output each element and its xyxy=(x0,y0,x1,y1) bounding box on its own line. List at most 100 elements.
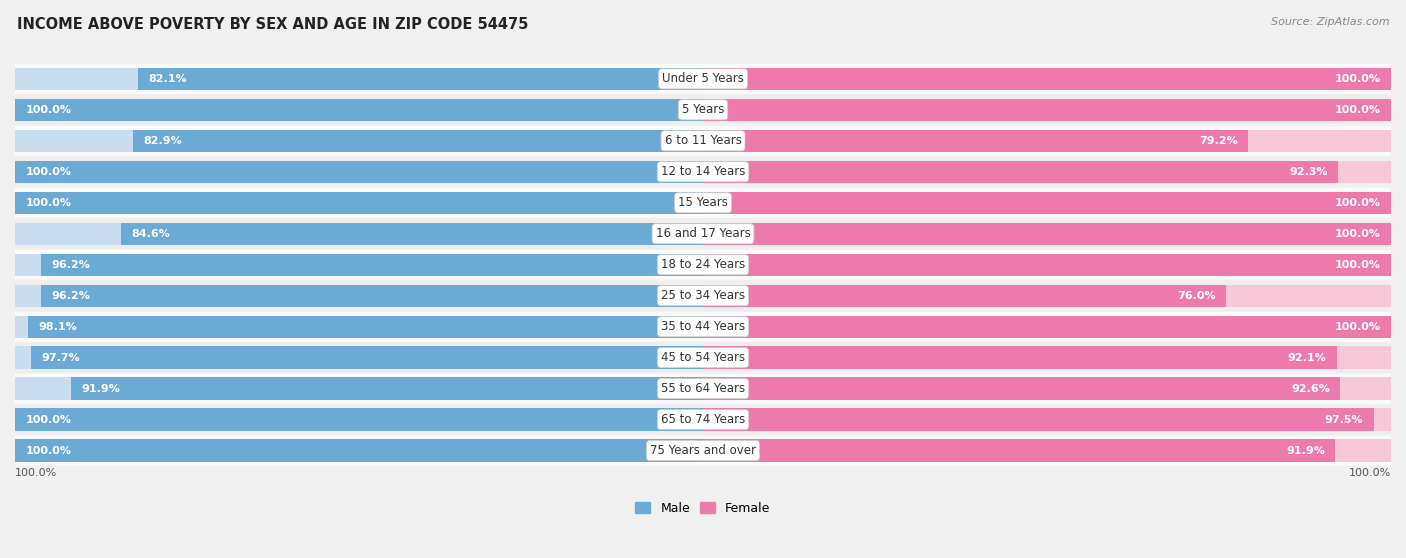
Bar xyxy=(15,315,703,338)
Text: 45 to 54 Years: 45 to 54 Years xyxy=(661,351,745,364)
Bar xyxy=(703,223,1391,245)
Bar xyxy=(703,440,1336,461)
Bar xyxy=(703,408,1374,431)
Text: 100.0%: 100.0% xyxy=(1348,468,1391,478)
FancyBboxPatch shape xyxy=(15,312,1391,341)
Bar xyxy=(28,315,703,338)
Bar xyxy=(703,223,1391,245)
Bar xyxy=(15,191,703,214)
Bar xyxy=(132,129,703,152)
Text: 100.0%: 100.0% xyxy=(1334,229,1381,239)
Bar xyxy=(703,253,1391,276)
Bar xyxy=(15,68,703,90)
Bar xyxy=(703,347,1337,369)
FancyBboxPatch shape xyxy=(15,250,1391,280)
Text: 25 to 34 Years: 25 to 34 Years xyxy=(661,289,745,302)
Bar xyxy=(138,68,703,90)
Bar xyxy=(703,408,1391,431)
Text: 96.2%: 96.2% xyxy=(52,291,90,301)
Text: 35 to 44 Years: 35 to 44 Years xyxy=(661,320,745,333)
Text: 100.0%: 100.0% xyxy=(25,198,72,208)
Bar xyxy=(15,253,703,276)
Bar xyxy=(703,191,1391,214)
Text: 12 to 14 Years: 12 to 14 Years xyxy=(661,165,745,178)
Bar xyxy=(703,347,1391,369)
Text: 100.0%: 100.0% xyxy=(15,468,58,478)
Text: 100.0%: 100.0% xyxy=(1334,74,1381,84)
Bar xyxy=(703,253,1391,276)
Bar xyxy=(15,191,703,214)
Bar xyxy=(15,129,703,152)
Bar xyxy=(703,68,1391,90)
FancyBboxPatch shape xyxy=(15,219,1391,249)
Bar xyxy=(15,408,703,431)
FancyBboxPatch shape xyxy=(15,157,1391,186)
FancyBboxPatch shape xyxy=(15,343,1391,373)
Text: 92.6%: 92.6% xyxy=(1291,384,1330,393)
Bar xyxy=(703,161,1339,183)
Text: 97.5%: 97.5% xyxy=(1324,415,1364,425)
Text: Under 5 Years: Under 5 Years xyxy=(662,73,744,85)
Bar xyxy=(15,161,703,183)
Bar xyxy=(15,99,703,121)
Bar xyxy=(703,129,1391,152)
FancyBboxPatch shape xyxy=(15,374,1391,403)
Bar xyxy=(703,99,1391,121)
Bar xyxy=(15,99,703,121)
Bar xyxy=(703,68,1391,90)
Text: 79.2%: 79.2% xyxy=(1199,136,1237,146)
Text: 18 to 24 Years: 18 to 24 Years xyxy=(661,258,745,271)
FancyBboxPatch shape xyxy=(15,188,1391,218)
Text: Source: ZipAtlas.com: Source: ZipAtlas.com xyxy=(1271,17,1389,27)
Text: 100.0%: 100.0% xyxy=(25,446,72,455)
Bar xyxy=(703,99,1391,121)
FancyBboxPatch shape xyxy=(15,126,1391,156)
Text: 91.9%: 91.9% xyxy=(82,384,120,393)
Text: 100.0%: 100.0% xyxy=(25,105,72,115)
Bar xyxy=(703,285,1391,307)
Text: 76.0%: 76.0% xyxy=(1177,291,1216,301)
Bar xyxy=(41,253,703,276)
Text: 98.1%: 98.1% xyxy=(38,321,77,331)
Text: 16 and 17 Years: 16 and 17 Years xyxy=(655,227,751,240)
Bar xyxy=(703,129,1249,152)
Bar xyxy=(15,408,703,431)
Bar xyxy=(121,223,703,245)
Bar xyxy=(703,191,1391,214)
Bar xyxy=(15,285,703,307)
Text: 100.0%: 100.0% xyxy=(1334,259,1381,270)
Text: 91.9%: 91.9% xyxy=(1286,446,1324,455)
FancyBboxPatch shape xyxy=(15,64,1391,94)
Text: 92.3%: 92.3% xyxy=(1289,167,1327,177)
Text: 15 Years: 15 Years xyxy=(678,196,728,209)
FancyBboxPatch shape xyxy=(15,281,1391,311)
Text: 100.0%: 100.0% xyxy=(25,167,72,177)
Text: 100.0%: 100.0% xyxy=(1334,105,1381,115)
Text: 82.9%: 82.9% xyxy=(143,136,181,146)
Bar xyxy=(703,285,1226,307)
Bar xyxy=(703,377,1340,400)
Text: 100.0%: 100.0% xyxy=(25,415,72,425)
Text: 84.6%: 84.6% xyxy=(131,229,170,239)
Bar xyxy=(15,440,703,461)
FancyBboxPatch shape xyxy=(15,95,1391,124)
FancyBboxPatch shape xyxy=(15,436,1391,465)
Bar xyxy=(15,347,703,369)
Text: 82.1%: 82.1% xyxy=(149,74,187,84)
Text: 6 to 11 Years: 6 to 11 Years xyxy=(665,134,741,147)
Text: 100.0%: 100.0% xyxy=(1334,198,1381,208)
Bar xyxy=(703,315,1391,338)
Legend: Male, Female: Male, Female xyxy=(630,497,776,519)
Bar xyxy=(703,161,1391,183)
FancyBboxPatch shape xyxy=(15,405,1391,435)
Text: 100.0%: 100.0% xyxy=(1334,321,1381,331)
Bar xyxy=(15,223,703,245)
Text: 55 to 64 Years: 55 to 64 Years xyxy=(661,382,745,395)
Bar xyxy=(703,377,1391,400)
Bar xyxy=(703,440,1391,461)
Bar xyxy=(70,377,703,400)
Bar xyxy=(41,285,703,307)
Text: 96.2%: 96.2% xyxy=(52,259,90,270)
Text: INCOME ABOVE POVERTY BY SEX AND AGE IN ZIP CODE 54475: INCOME ABOVE POVERTY BY SEX AND AGE IN Z… xyxy=(17,17,529,32)
Text: 75 Years and over: 75 Years and over xyxy=(650,444,756,457)
